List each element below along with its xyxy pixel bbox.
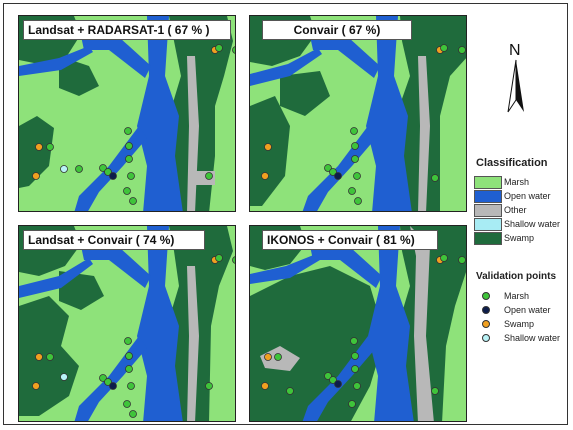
north-label: N	[509, 42, 521, 59]
legend-label: Marsh	[504, 291, 530, 301]
validation-legend-title: Validation points	[476, 271, 557, 282]
legend-label: Swamp	[504, 233, 535, 243]
legend-label: Open water	[504, 305, 551, 315]
legend-dot-marsh	[482, 292, 490, 300]
map-landsat-radarsat	[19, 16, 235, 211]
panel-title: Landsat + Convair ( 74 %)	[23, 230, 205, 250]
panel-title: Convair ( 67 %)	[262, 20, 412, 40]
legend-label: Shallow water	[504, 333, 561, 343]
legend-dot-open-water	[482, 306, 490, 314]
legend-swatch-swamp	[474, 232, 502, 245]
map-panel-ikonos-convair: IKONOS + Convair ( 81 %)	[249, 225, 467, 422]
map-convair	[250, 16, 466, 211]
legend-swatch-other	[474, 204, 502, 217]
legend-label: Other	[504, 205, 527, 215]
map-panel-landsat-convair: Landsat + Convair ( 74 %)	[18, 225, 236, 422]
map-panel-convair: Convair ( 67 %)	[249, 15, 467, 212]
classification-legend-title: Classification	[476, 157, 548, 169]
map-ikonos-convair	[250, 226, 466, 421]
legend-swatch-marsh	[474, 176, 502, 189]
legend-label: Open water	[504, 191, 551, 201]
legend-label: Shallow water	[504, 219, 561, 229]
north-arrow-icon	[507, 59, 524, 113]
legend-swatch-shallow-water	[474, 218, 502, 231]
legend-dot-shallow-water	[482, 334, 490, 342]
map-panel-landsat-radarsat: Landsat + RADARSAT-1 ( 67 % )	[18, 15, 236, 212]
legend-label: Marsh	[504, 177, 530, 187]
legend-swatch-open-water	[474, 190, 502, 203]
panel-title: IKONOS + Convair ( 81 %)	[262, 230, 438, 250]
map-landsat-convair	[19, 226, 235, 421]
legend-label: Swamp	[504, 319, 535, 329]
panel-title: Landsat + RADARSAT-1 ( 67 % )	[23, 20, 231, 40]
figure-frame: Landsat + RADARSAT-1 ( 67 % )	[3, 3, 568, 425]
legend-dot-swamp	[482, 320, 490, 328]
